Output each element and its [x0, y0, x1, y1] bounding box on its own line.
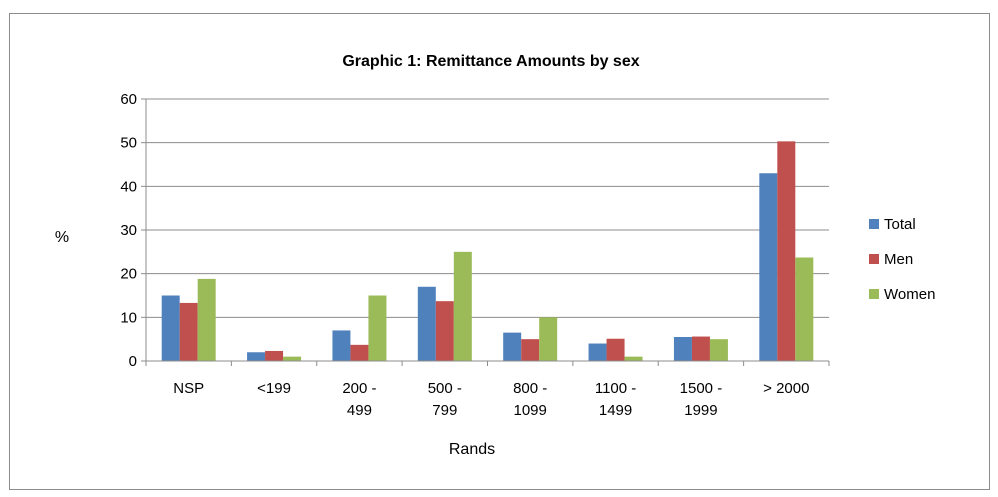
- bar-men-6: [691, 336, 710, 361]
- bar-men-7: [777, 141, 796, 361]
- x-tick-label: 1499: [599, 402, 632, 419]
- x-axis-label: Rands: [449, 441, 495, 458]
- legend-label-men: Men: [884, 251, 913, 268]
- bar-women-4: [539, 317, 558, 361]
- legend-swatch-men: [869, 254, 879, 264]
- x-tick-label: 500 -: [428, 380, 462, 397]
- bar-total-4: [503, 332, 522, 361]
- bar-men-4: [521, 339, 540, 361]
- x-tick-label: NSP: [173, 380, 204, 397]
- bar-men-0: [179, 302, 198, 361]
- bar-men-5: [606, 338, 625, 361]
- x-tick-labels: NSP <199 200 - 499 500 - 799 800 - 1099 1100 - 14…: [173, 380, 809, 419]
- axes: [145, 99, 830, 366]
- x-tick-label: 200 -: [342, 380, 376, 397]
- bar-women-6: [709, 339, 728, 361]
- x-tick-label: 1500 -: [680, 380, 723, 397]
- bar-women-3: [453, 251, 472, 361]
- x-tick-label: 1099: [514, 402, 547, 419]
- bar-women-0: [197, 278, 216, 361]
- legend-label-women: Women: [884, 286, 935, 303]
- y-tick-label: 40: [120, 178, 137, 195]
- legend-swatch-women: [869, 289, 879, 299]
- x-tick-label: <199: [257, 380, 291, 397]
- gridlines: [141, 98, 829, 362]
- bar-total-5: [588, 343, 607, 361]
- y-tick-label: 20: [120, 266, 137, 283]
- x-tick-label: 1100 -: [595, 380, 636, 397]
- legend-swatch-total: [869, 219, 879, 229]
- bar-women-7: [795, 257, 814, 361]
- bar-women-2: [368, 295, 387, 361]
- bar-men-1: [265, 350, 284, 361]
- bar-total-3: [417, 286, 436, 361]
- chart-title: Graphic 1: Remittance Amounts by sex: [342, 53, 639, 70]
- y-tick-label: 50: [120, 135, 137, 152]
- x-tick-label: 1999: [684, 402, 717, 419]
- bar-total-0: [161, 295, 180, 361]
- bar-total-1: [247, 352, 266, 361]
- bar-total-2: [332, 330, 351, 361]
- x-tick-label: 499: [347, 402, 372, 419]
- x-tick-label: > 2000: [763, 380, 809, 397]
- y-tick-labels: 0 10 20 30 40 50 60: [120, 91, 137, 370]
- bar-men-3: [435, 301, 454, 361]
- y-tick-label: 10: [120, 309, 137, 326]
- bars: [161, 141, 814, 361]
- bar-men-2: [350, 344, 369, 361]
- legend-label-total: Total: [884, 216, 916, 233]
- y-tick-label: 60: [120, 91, 137, 108]
- y-axis-label: %: [55, 229, 69, 246]
- bar-total-7: [759, 173, 778, 361]
- x-tick-label: 800 -: [513, 380, 547, 397]
- bar-women-5: [624, 356, 643, 361]
- legend: Total Men Women: [869, 216, 935, 303]
- x-tick-label: 799: [432, 402, 457, 419]
- bar-total-6: [673, 336, 692, 361]
- bar-chart: Graphic 1: Remittance Amounts by sex NSP…: [55, 53, 936, 458]
- y-tick-label: 30: [120, 222, 137, 239]
- y-tick-label: 0: [129, 353, 137, 370]
- bar-women-1: [283, 356, 302, 361]
- chart-frame: Graphic 1: Remittance Amounts by sex NSP…: [9, 13, 990, 490]
